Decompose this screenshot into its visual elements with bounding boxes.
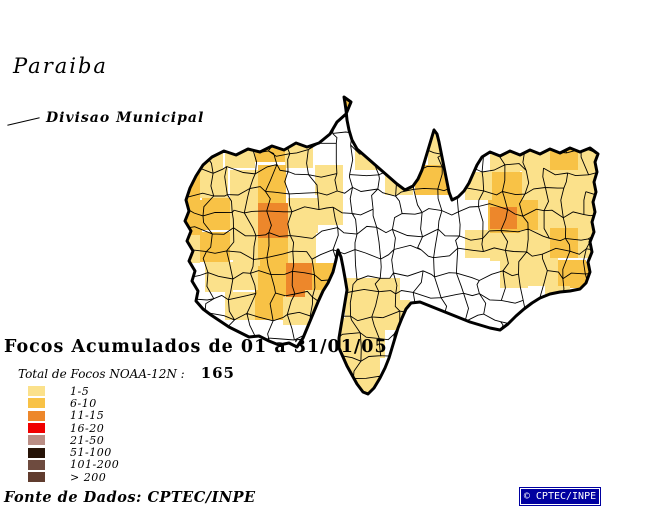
fire-cell bbox=[385, 170, 413, 195]
layer-label: Divisao Municipal bbox=[46, 110, 205, 126]
fire-cell bbox=[550, 228, 578, 258]
legend-row: 16-20 bbox=[28, 421, 119, 435]
legend-label: 16-20 bbox=[70, 421, 105, 435]
fire-cell bbox=[200, 232, 230, 262]
legend-label: 51-100 bbox=[70, 446, 112, 460]
legend-swatch bbox=[28, 472, 45, 483]
legend-row: 11-15 bbox=[28, 409, 119, 423]
legend: 1-5 6-10 11-15 16-20 21-50 51-100 101-200 > 200 bbox=[28, 384, 120, 484]
fire-cell bbox=[318, 195, 343, 225]
fire-cell bbox=[233, 260, 260, 290]
legend-row: 51-100 bbox=[28, 446, 119, 460]
fire-cell bbox=[522, 170, 550, 200]
page-title: Paraiba bbox=[13, 54, 108, 78]
legend-swatch bbox=[28, 447, 45, 458]
legend-label: 6-10 bbox=[70, 396, 97, 410]
fire-cell bbox=[490, 207, 517, 229]
fire-cell bbox=[578, 170, 598, 200]
legend-swatch bbox=[28, 459, 45, 470]
legend-swatch bbox=[28, 410, 45, 421]
legend-label: 11-15 bbox=[70, 409, 105, 423]
total-focos-line: Total de Focos NOAA-12N : 165 bbox=[18, 364, 235, 382]
fire-cell bbox=[500, 260, 528, 288]
legend-row: 6-10 bbox=[28, 396, 119, 410]
copyright-badge-text: © CPTEC/INPE bbox=[520, 488, 600, 505]
fire-cell bbox=[283, 297, 308, 325]
fire-cell bbox=[225, 143, 255, 168]
total-focos-label: Total de Focos NOAA-12N : bbox=[18, 367, 185, 381]
fire-cell bbox=[520, 230, 550, 260]
legend-swatch bbox=[28, 423, 45, 434]
legend-swatch bbox=[28, 398, 45, 409]
legend-row: > 200 bbox=[28, 470, 119, 484]
legend-row: 21-50 bbox=[28, 433, 119, 447]
fire-cell bbox=[258, 238, 288, 266]
legend-swatch bbox=[28, 435, 45, 446]
legend-swatch bbox=[28, 386, 45, 397]
fire-cell bbox=[465, 172, 493, 200]
fire-cell bbox=[205, 262, 233, 292]
fire-cell bbox=[528, 258, 558, 286]
total-focos-value: 165 bbox=[200, 364, 235, 382]
legend-label: > 200 bbox=[70, 470, 107, 484]
copyright-badge: © CPTEC/INPE bbox=[519, 487, 601, 506]
fire-cell bbox=[355, 145, 385, 170]
fire-cell bbox=[288, 198, 318, 233]
fire-cell bbox=[258, 203, 288, 238]
fire-cell bbox=[202, 198, 230, 230]
legend-row: 1-5 bbox=[28, 384, 119, 398]
fire-cell bbox=[315, 165, 343, 195]
legend-label: 1-5 bbox=[70, 384, 90, 398]
legend-row: 101-200 bbox=[28, 458, 120, 472]
fire-cell bbox=[185, 235, 200, 263]
fire-cell bbox=[258, 165, 286, 203]
fire-cell bbox=[230, 170, 258, 198]
legend-label: 101-200 bbox=[70, 458, 120, 472]
fire-cell bbox=[492, 172, 522, 200]
map-title: Focos Acumulados de 01 a 31/01/05 bbox=[4, 337, 388, 357]
fire-cell bbox=[230, 198, 258, 230]
fire-cell bbox=[550, 142, 580, 170]
data-source-label: Fonte de Dados: CPTEC/INPE bbox=[4, 489, 256, 506]
fire-cell bbox=[538, 200, 568, 230]
legend-label: 21-50 bbox=[70, 433, 105, 447]
state-border bbox=[183, 95, 600, 396]
